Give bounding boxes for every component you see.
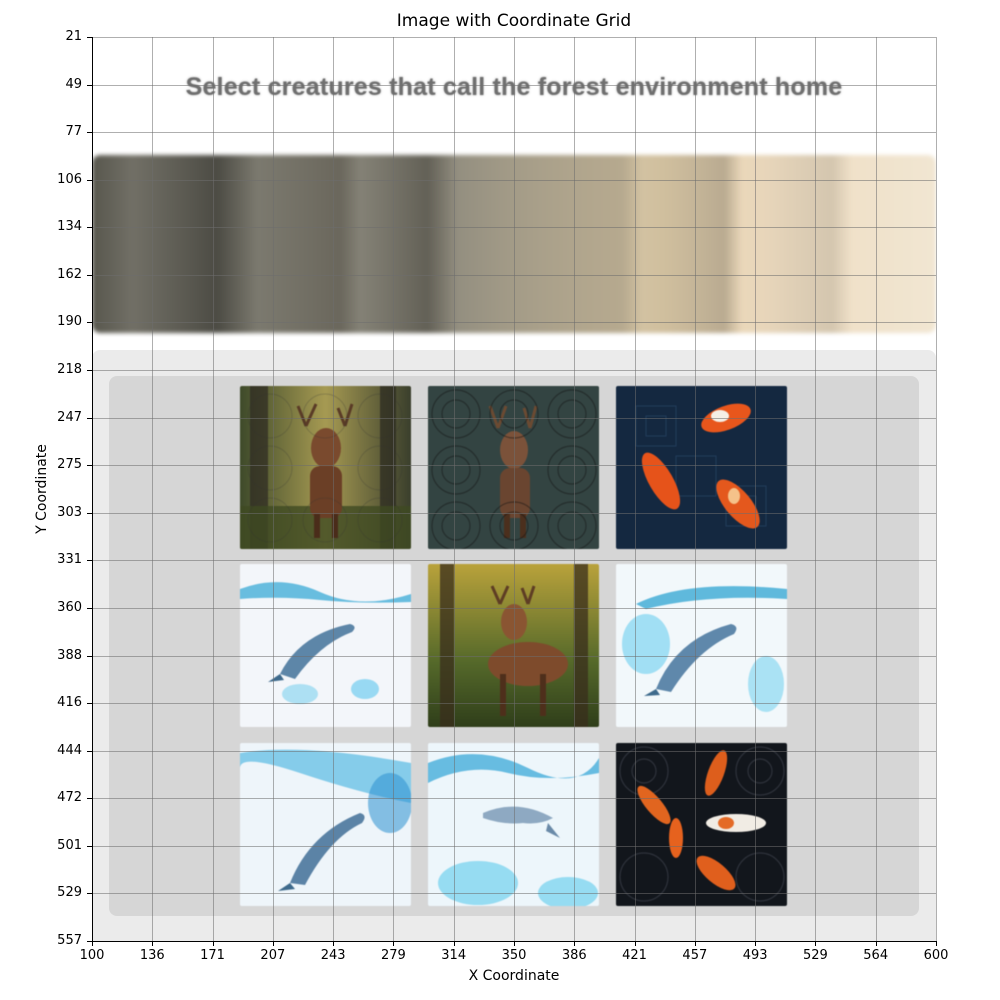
y-tick-mark [87,179,92,181]
x-tick-label: 314 [441,948,467,963]
y-tick-label: 472 [57,790,82,806]
y-tick-label: 529 [57,885,82,901]
x-tick-label: 350 [501,948,527,963]
screenshot-area: Select creatures that call the forest en… [92,37,936,941]
y-tick-label: 77 [65,124,82,140]
figure-title: Image with Coordinate Grid [396,11,632,31]
x-tick-mark [875,941,877,946]
y-tick-mark [87,370,92,372]
tile-deer-2[interactable] [428,386,599,549]
y-tick-label: 247 [57,409,82,425]
x-tick-mark [272,941,274,946]
y-tick-label: 557 [57,933,82,948]
y-tick-label: 106 [57,171,82,187]
y-tick-mark [87,655,92,657]
dolphin-icon [240,564,411,727]
x-tick-label: 493 [742,948,768,963]
y-tick-label: 444 [57,742,82,758]
y-tick-mark [87,941,92,942]
x-tick-mark [755,941,757,946]
y-axis-label: Y Coordinate [34,444,50,534]
x-tick-mark [936,941,937,946]
y-tick-label: 134 [57,219,82,235]
tile-dolphin-4[interactable] [428,743,599,906]
y-tick-mark [87,512,92,514]
y-tick-label: 275 [57,457,82,473]
y-tick-mark [87,322,92,324]
x-tick-label: 600 [923,948,949,963]
y-tick-label: 162 [57,266,82,282]
x-axis-label: X Coordinate [468,968,560,984]
koi-fish-icon [616,386,787,549]
x-tick-label: 529 [803,948,828,963]
deer-icon [240,386,411,549]
x-tick-label: 457 [682,948,708,963]
x-tick-mark [815,941,817,946]
y-tick-mark [87,703,92,705]
x-tick-label: 207 [260,948,286,963]
x-tick-label: 243 [320,948,346,963]
tile-dolphin-2[interactable] [616,564,787,727]
x-tick-label: 564 [863,948,889,963]
tile-deer-1[interactable] [240,386,411,549]
y-tick-label: 416 [57,695,82,711]
deer-icon [428,564,599,727]
x-tick-mark [92,941,93,946]
x-tick-label: 386 [561,948,587,963]
x-tick-mark [453,941,455,946]
x-tick-mark [212,941,214,946]
grid-line-vertical [936,37,937,941]
y-tick-label: 218 [57,362,82,378]
tile-deer-3[interactable] [428,564,599,727]
forest-banner-image [92,155,936,333]
x-tick-label: 279 [381,948,406,963]
x-tick-label: 171 [200,948,225,963]
y-tick-mark [87,84,92,86]
y-tick-mark [87,845,92,847]
x-tick-mark [574,941,576,946]
y-tick-mark [87,607,92,609]
x-tick-mark [634,941,636,946]
y-tick-mark [87,465,92,467]
y-tick-label: 388 [57,647,82,663]
x-tick-label: 100 [79,948,105,963]
tile-koi-2[interactable] [616,743,787,906]
y-tick-label: 49 [65,76,82,92]
tile-dolphin-1[interactable] [240,564,411,727]
deer-icon [428,386,599,549]
y-tick-mark [87,750,92,752]
y-tick-mark [87,893,92,895]
y-tick-mark [87,37,92,38]
tile-koi-1[interactable] [616,386,787,549]
x-tick-mark [694,941,696,946]
y-tick-mark [87,798,92,800]
x-tick-label: 421 [622,948,647,963]
captcha-prompt: Select creatures that call the forest en… [185,73,843,101]
x-tick-mark [333,941,335,946]
dolphin-icon [428,743,599,906]
y-tick-mark [87,227,92,229]
y-tick-mark [87,132,92,134]
y-tick-mark [87,560,92,562]
dolphin-icon [240,743,411,906]
tile-dolphin-3[interactable] [240,743,411,906]
y-tick-label: 331 [57,552,82,568]
y-tick-mark [87,417,92,419]
y-axis-line [92,37,93,942]
koi-fish-icon [616,743,787,906]
x-tick-label: 136 [139,948,165,963]
y-tick-mark [87,274,92,276]
y-tick-label: 21 [65,29,82,44]
y-tick-label: 501 [57,837,82,853]
y-tick-label: 360 [57,599,82,615]
x-tick-mark [514,941,515,946]
dolphin-icon [616,564,787,727]
y-tick-label: 190 [57,314,82,330]
x-tick-mark [393,941,395,946]
x-tick-mark [152,941,154,946]
y-tick-label: 303 [57,504,82,520]
